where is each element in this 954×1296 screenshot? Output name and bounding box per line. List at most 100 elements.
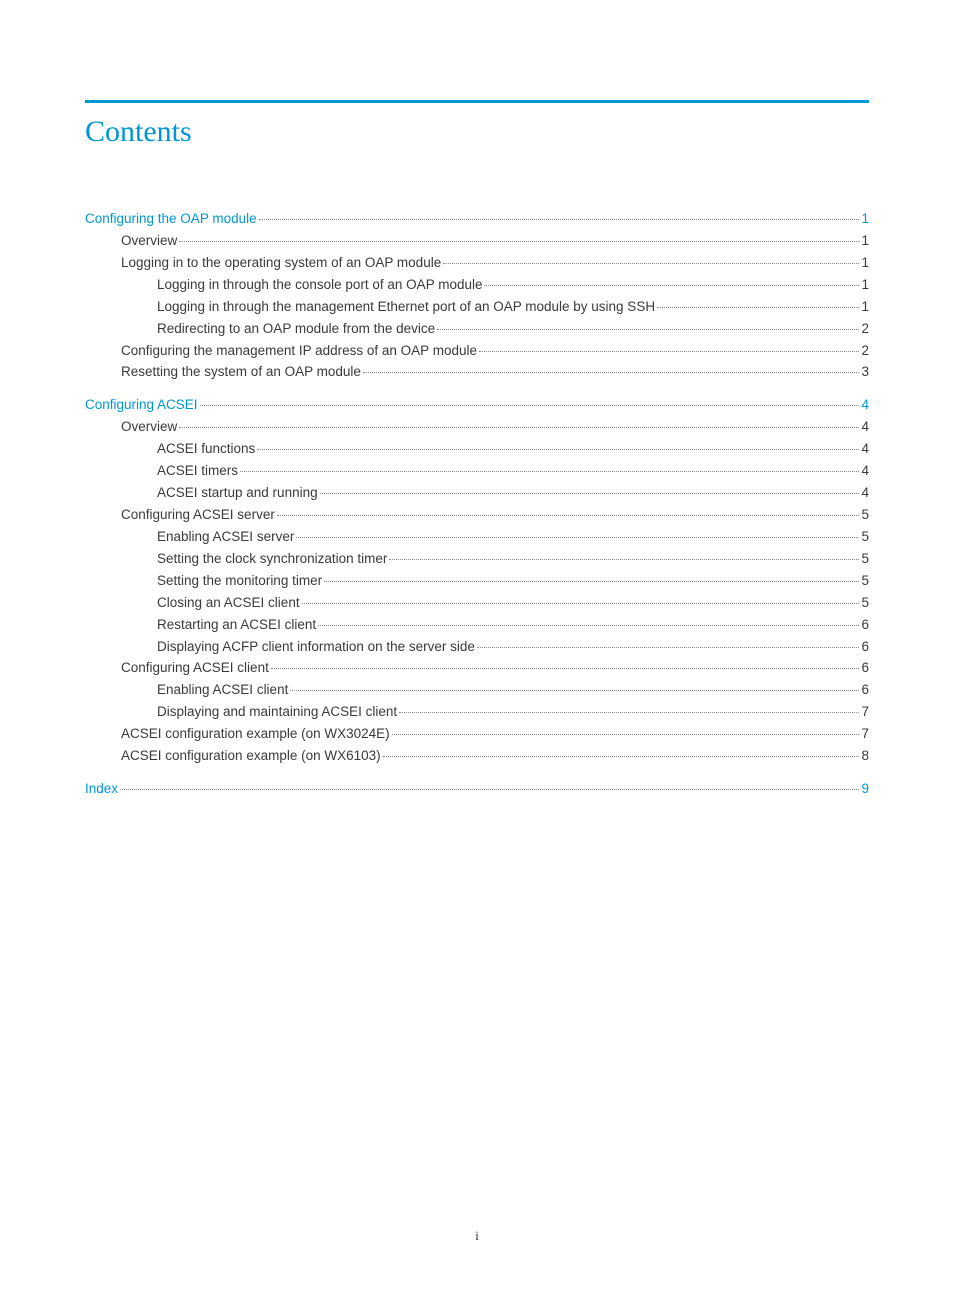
toc-leader: [389, 559, 859, 560]
toc-label: Enabling ACSEI server: [157, 527, 294, 548]
toc-page-number: 2: [861, 319, 869, 340]
toc-entry[interactable]: Setting the clock synchronization timer 5: [85, 549, 869, 570]
toc-label: Logging in through the console port of a…: [157, 275, 482, 296]
toc-entry[interactable]: Resetting the system of an OAP module 3: [85, 362, 869, 383]
toc-page-number: 5: [861, 549, 869, 570]
toc-label: Enabling ACSEI client: [157, 680, 288, 701]
toc-entry[interactable]: Closing an ACSEI client 5: [85, 593, 869, 614]
toc-entry[interactable]: Configuring ACSEI client 6: [85, 658, 869, 679]
toc-entry[interactable]: Displaying ACFP client information on th…: [85, 637, 869, 658]
toc-label: Restarting an ACSEI client: [157, 615, 316, 636]
toc-label: Overview: [121, 231, 177, 252]
toc-entry[interactable]: Setting the monitoring timer5: [85, 571, 869, 592]
toc-entry[interactable]: Logging in through the console port of a…: [85, 275, 869, 296]
toc-label: Resetting the system of an OAP module: [121, 362, 361, 383]
toc-leader: [179, 241, 859, 242]
toc-entry[interactable]: Configuring ACSEI server 5: [85, 505, 869, 526]
toc-label: ACSEI startup and running: [157, 483, 318, 504]
toc-page-number: 4: [861, 461, 869, 482]
toc-entry[interactable]: ACSEI configuration example (on WX6103) 8: [85, 746, 869, 767]
toc-leader: [363, 372, 860, 373]
toc-entry[interactable]: Logging in through the management Ethern…: [85, 297, 869, 318]
toc-page-number: 1: [861, 275, 869, 296]
toc-entry[interactable]: ACSEI functions 4: [85, 439, 869, 460]
toc-entry[interactable]: Index 9: [85, 779, 869, 800]
toc-label: Displaying and maintaining ACSEI client: [157, 702, 397, 723]
toc-leader: [443, 263, 859, 264]
toc-label: Configuring the management IP address of…: [121, 341, 477, 362]
toc-leader: [477, 647, 860, 648]
toc-page-number: 1: [861, 209, 869, 230]
toc-entry[interactable]: Configuring ACSEI 4: [85, 395, 869, 416]
toc-page-number: 6: [861, 680, 869, 701]
toc-page-number: 6: [861, 615, 869, 636]
title-rule: [85, 100, 869, 103]
toc-page-number: 2: [861, 341, 869, 362]
contents-title: Contents: [85, 115, 869, 149]
toc-entry[interactable]: Configuring the OAP module 1: [85, 209, 869, 230]
toc-page-number: 6: [861, 658, 869, 679]
toc-leader: [657, 307, 859, 308]
toc-leader: [120, 789, 859, 790]
toc-leader: [318, 625, 859, 626]
toc-leader: [324, 581, 859, 582]
toc-label: Configuring ACSEI client: [121, 658, 269, 679]
toc-label: Closing an ACSEI client: [157, 593, 300, 614]
toc-page-number: 1: [861, 253, 869, 274]
toc-entry[interactable]: ACSEI timers4: [85, 461, 869, 482]
toc-page-number: 9: [861, 779, 869, 800]
toc-page-number: 6: [861, 637, 869, 658]
toc-page-number: 3: [861, 362, 869, 383]
toc-leader: [290, 690, 859, 691]
toc-page-number: 7: [861, 724, 869, 745]
toc-leader: [296, 537, 859, 538]
toc-leader: [479, 351, 860, 352]
toc-page-number: 5: [861, 593, 869, 614]
toc-leader: [383, 756, 860, 757]
toc-leader: [320, 493, 860, 494]
toc-entry[interactable]: Overview 4: [85, 417, 869, 438]
toc-label: Setting the clock synchronization timer: [157, 549, 387, 570]
toc-entry[interactable]: Restarting an ACSEI client 6: [85, 615, 869, 636]
toc-page-number: 5: [861, 505, 869, 526]
toc-label: ACSEI functions: [157, 439, 255, 460]
toc-entry[interactable]: Enabling ACSEI server5: [85, 527, 869, 548]
toc-leader: [257, 449, 859, 450]
toc-label: Index: [85, 779, 118, 800]
toc-label: ACSEI configuration example (on WX6103): [121, 746, 381, 767]
toc-entry[interactable]: ACSEI configuration example (on WX3024E)…: [85, 724, 869, 745]
toc-label: Configuring the OAP module: [85, 209, 257, 230]
toc-leader: [392, 734, 860, 735]
toc-label: Logging in through the management Ethern…: [157, 297, 655, 318]
toc-label: ACSEI configuration example (on WX3024E): [121, 724, 390, 745]
toc-entry[interactable]: Enabling ACSEI client 6: [85, 680, 869, 701]
toc-page-number: 4: [861, 417, 869, 438]
toc-leader: [437, 329, 859, 330]
toc-entry[interactable]: Configuring the management IP address of…: [85, 341, 869, 362]
toc-page-number: 1: [861, 231, 869, 252]
toc-entry[interactable]: Logging in to the operating system of an…: [85, 253, 869, 274]
toc-page-number: 5: [861, 571, 869, 592]
toc-entry[interactable]: Redirecting to an OAP module from the de…: [85, 319, 869, 340]
toc-page-number: 4: [861, 395, 869, 416]
toc-label: Displaying ACFP client information on th…: [157, 637, 475, 658]
toc-leader: [277, 515, 860, 516]
toc-label: Overview: [121, 417, 177, 438]
toc-leader: [240, 471, 859, 472]
toc-leader: [259, 219, 860, 220]
toc-label: Configuring ACSEI: [85, 395, 198, 416]
toc-page-number: 4: [861, 483, 869, 504]
toc-entry[interactable]: Displaying and maintaining ACSEI client7: [85, 702, 869, 723]
page-container: Contents Configuring the OAP module1Over…: [0, 0, 954, 800]
toc-leader: [484, 285, 859, 286]
toc-page-number: 8: [861, 746, 869, 767]
page-number-footer: i: [0, 1228, 954, 1244]
toc-page-number: 4: [861, 439, 869, 460]
toc-entry[interactable]: ACSEI startup and running 4: [85, 483, 869, 504]
toc-leader: [271, 668, 860, 669]
toc-label: Configuring ACSEI server: [121, 505, 275, 526]
table-of-contents: Configuring the OAP module 1 Overview 1 Logg…: [85, 209, 869, 800]
toc-leader: [302, 603, 860, 604]
toc-label: Logging in to the operating system of an…: [121, 253, 441, 274]
toc-entry[interactable]: Overview 1: [85, 231, 869, 252]
